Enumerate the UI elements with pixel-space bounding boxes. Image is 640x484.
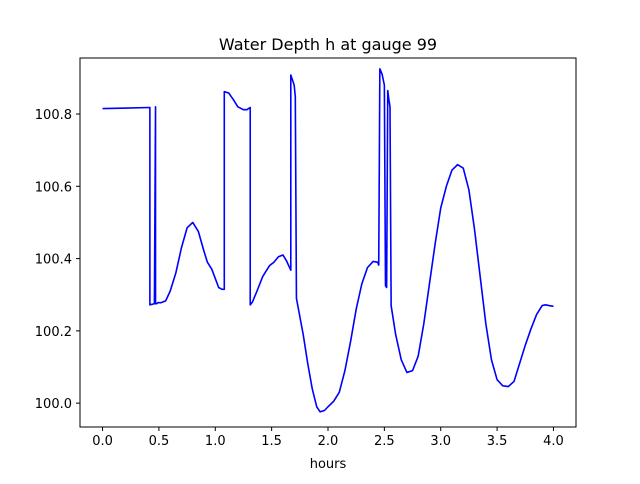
x-tick-label: 2.5 — [374, 434, 395, 449]
x-tick-label: 4.0 — [543, 434, 564, 449]
x-tick-label: 1.0 — [205, 434, 226, 449]
x-tick-label: 2.0 — [318, 434, 339, 449]
x-tick-label: 0.5 — [149, 434, 170, 449]
x-tick-label: 3.5 — [487, 434, 508, 449]
y-axis-ticks: 100.0 100.2 100.4 100.6 100.8 — [35, 108, 80, 412]
x-tick-label: 1.5 — [261, 434, 282, 449]
x-tick-label: 3.0 — [430, 434, 451, 449]
x-axis-ticks: 0.0 0.5 1.0 1.5 2.0 2.5 3.0 3.5 4.0 — [92, 427, 564, 449]
y-tick-label: 100.4 — [35, 253, 72, 268]
x-axis-label: hours — [310, 457, 347, 472]
y-tick-label: 100.6 — [35, 180, 72, 195]
series-layer — [102, 68, 554, 413]
y-tick-label: 100.8 — [35, 108, 72, 123]
series-line — [102, 68, 554, 413]
y-tick-label: 100.0 — [35, 397, 72, 412]
plot-frame — [79, 57, 577, 428]
chart-title: Water Depth h at gauge 99 — [219, 35, 437, 54]
y-tick-label: 100.2 — [35, 325, 72, 340]
x-tick-label: 0.0 — [92, 434, 113, 449]
